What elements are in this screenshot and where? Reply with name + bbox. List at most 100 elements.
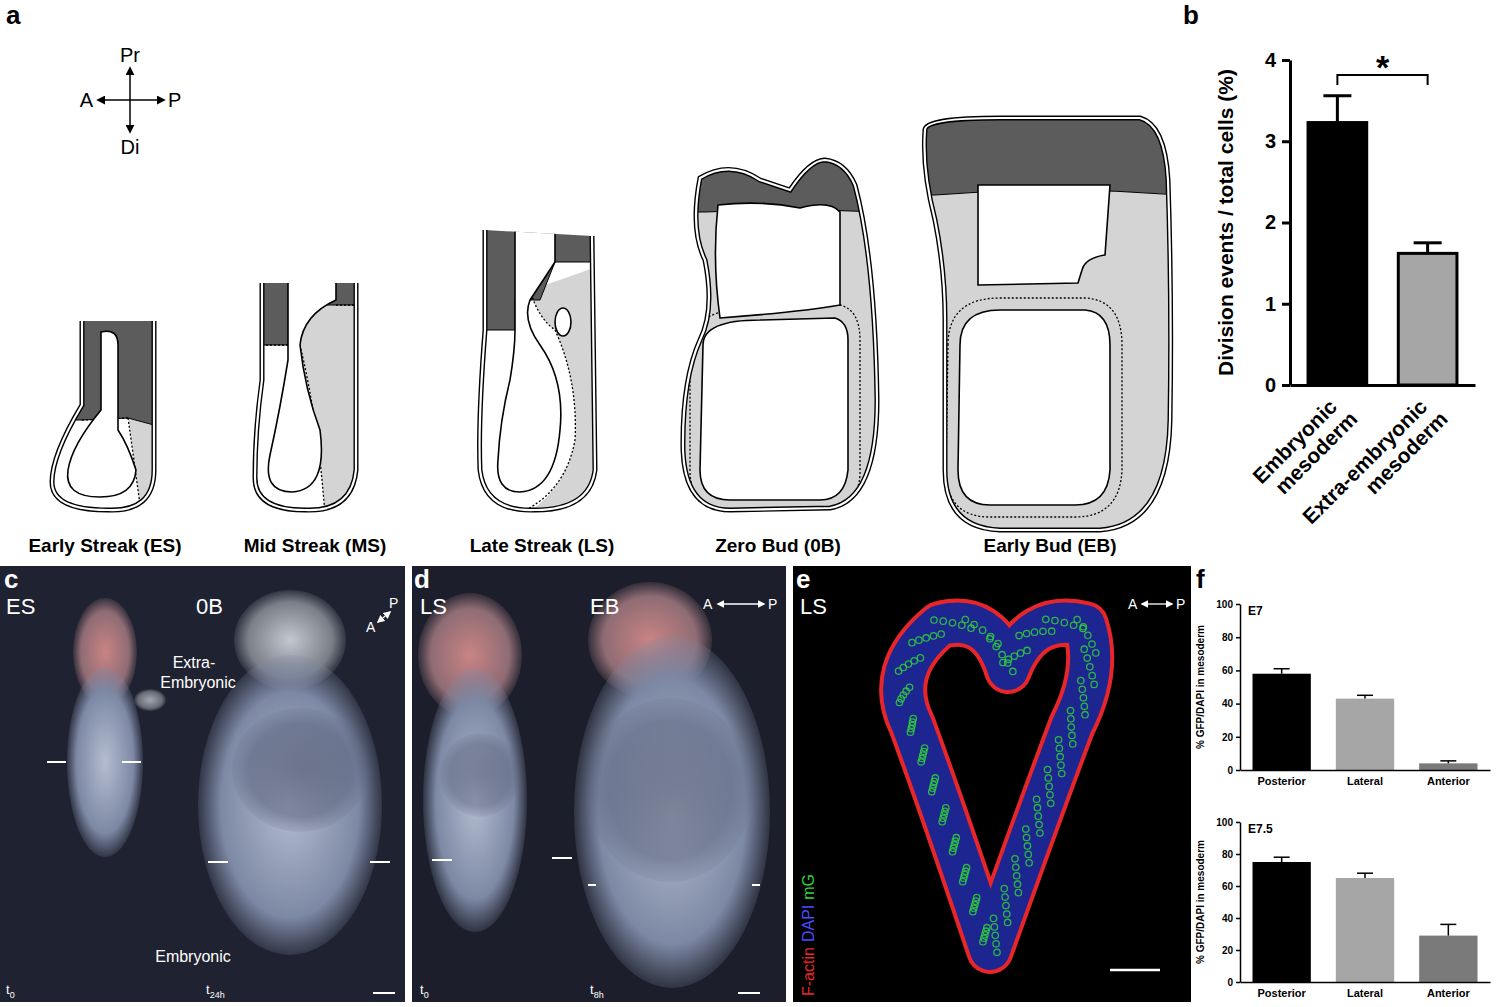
cavity (268, 270, 336, 492)
embryo (440, 733, 520, 817)
cell-membrane (1067, 707, 1073, 713)
cell-membrane (1013, 864, 1019, 870)
error-bar (1357, 695, 1373, 698)
tick: 4 (1265, 49, 1290, 71)
axis-title: Division events / total cells (%) (1214, 69, 1237, 376)
cell-membrane (953, 835, 959, 841)
cell-membrane (1016, 632, 1022, 638)
cell-membrane (1023, 630, 1029, 636)
bar (1398, 253, 1457, 385)
cell-membrane (1048, 800, 1054, 806)
tick-mark (1282, 222, 1290, 225)
tick: 2 (1265, 211, 1290, 233)
panel-label: c (4, 564, 18, 594)
tick-mark (1282, 384, 1290, 387)
cell-membrane (938, 631, 944, 637)
channel-name: F-actin (800, 947, 817, 996)
tick-mark (1236, 737, 1240, 739)
cell-membrane (990, 915, 996, 921)
chart-title: E7 (1248, 604, 1263, 618)
cell-membrane (1055, 737, 1061, 743)
photos: ES0BExtra-EmbryonicEmbryonicAPt0t24hLSEB… (0, 566, 786, 1002)
embryo (423, 668, 527, 932)
marker-line (432, 859, 452, 861)
time-label-sub: 8h (594, 990, 604, 1000)
cell-membrane (921, 745, 927, 751)
cell-membrane (1084, 655, 1090, 661)
y-axis: 01234 (1265, 49, 1291, 396)
tick: 0 (1265, 374, 1290, 396)
time-label: t0 (420, 982, 429, 1000)
cell-membrane (962, 616, 968, 622)
cell-membrane (917, 655, 923, 661)
cavity (715, 203, 840, 318)
boundary (946, 298, 1122, 517)
error-bar (1440, 924, 1456, 935)
tissue (0, 0, 1500, 600)
tick-mark (1236, 950, 1240, 952)
plot-area (1253, 857, 1478, 982)
boundary (262, 344, 288, 345)
scale-bar (1110, 969, 1160, 972)
cell-membrane (1059, 770, 1065, 776)
bar (1419, 763, 1477, 770)
category-label: Extra-embryonic mesoderm (1298, 391, 1452, 545)
cell-membrane (1078, 677, 1084, 683)
error-bar (1274, 669, 1290, 674)
tick-mark (1236, 770, 1240, 772)
photo-background (0, 566, 405, 1002)
stage-schematic (0, 0, 1500, 600)
cell-membrane (1012, 856, 1018, 862)
compass-label: Pr (120, 44, 140, 66)
category-label: Anterior (1427, 987, 1471, 999)
cell-membrane (910, 715, 916, 721)
axis-line (1241, 982, 1491, 984)
tick-label: 100 (1216, 817, 1233, 828)
stage-label: 0B (196, 594, 223, 619)
y-axis: 020406080100 (1216, 817, 1240, 988)
cavity (978, 185, 1110, 285)
time-label: t8h (590, 982, 604, 1000)
tick: 20 (1222, 732, 1240, 743)
cell-membrane (1044, 766, 1050, 772)
axis-label: P (1176, 596, 1185, 612)
cell-membrane (923, 635, 929, 641)
outline (683, 160, 877, 510)
cell-membrane (916, 637, 922, 643)
stage-schematic (0, 0, 1500, 600)
category-label: Anterior (1427, 775, 1471, 787)
tick-label: 3 (1265, 130, 1276, 152)
tick: 100 (1216, 599, 1240, 610)
channel-name: mG (800, 874, 817, 900)
cell-membrane (911, 658, 917, 664)
outline (683, 160, 877, 510)
category-label: Posterior (1258, 775, 1307, 787)
cell-membrane (909, 639, 915, 645)
axis-line (1291, 384, 1476, 387)
cell-membrane (1024, 843, 1030, 849)
panel-e: LSAPF-actinDAPImG (793, 566, 1191, 1002)
error-cap (1274, 856, 1290, 858)
cell-membrane (1017, 650, 1023, 656)
tick: 60 (1222, 881, 1240, 892)
cell-membrane (1082, 712, 1088, 718)
extra-embryonic-ectoderm (915, 110, 1180, 195)
error-whisker (1448, 924, 1450, 935)
tick: 80 (1222, 849, 1240, 860)
bar-chart: 01234Embryonic mesodermExtra-embryonic m… (1214, 48, 1476, 545)
cell-membrane (943, 805, 949, 811)
cell-membrane (1068, 716, 1074, 722)
cell-membrane (974, 894, 980, 900)
schematic-body (0, 0, 1500, 600)
outline (480, 230, 595, 510)
axis-arrow (378, 612, 390, 622)
tick-mark (1282, 303, 1290, 306)
stage-label: Zero Bud (0B) (715, 535, 841, 556)
tick-label: 40 (1222, 698, 1234, 709)
plot-area (1253, 669, 1478, 770)
marker-line (738, 992, 760, 994)
cell-membrane (1014, 881, 1020, 887)
cell-membrane (930, 633, 936, 639)
error-cap (1323, 94, 1351, 97)
cell-membrane (963, 864, 969, 870)
